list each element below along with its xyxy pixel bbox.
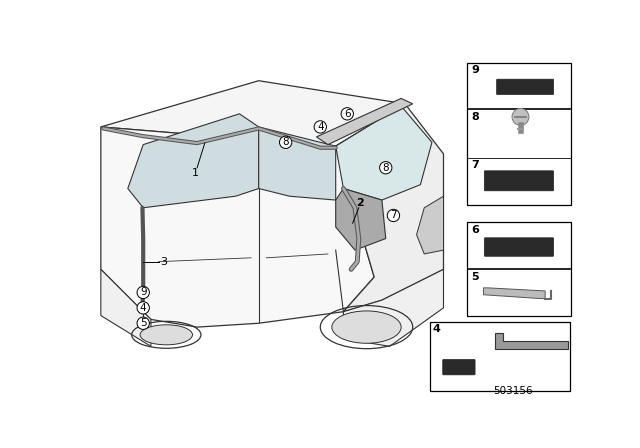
Text: 1: 1 bbox=[192, 168, 199, 178]
Polygon shape bbox=[495, 333, 568, 349]
Polygon shape bbox=[128, 114, 259, 208]
Circle shape bbox=[387, 209, 399, 222]
Polygon shape bbox=[101, 269, 151, 346]
Polygon shape bbox=[417, 196, 444, 254]
FancyBboxPatch shape bbox=[467, 222, 572, 315]
Circle shape bbox=[341, 108, 353, 120]
FancyBboxPatch shape bbox=[497, 79, 554, 95]
Text: 7: 7 bbox=[471, 160, 479, 170]
Circle shape bbox=[512, 108, 529, 125]
Text: 7: 7 bbox=[390, 211, 397, 220]
Text: 4: 4 bbox=[433, 324, 440, 334]
Ellipse shape bbox=[332, 311, 401, 343]
Text: 5: 5 bbox=[471, 271, 479, 282]
FancyBboxPatch shape bbox=[443, 359, 475, 375]
Text: 5: 5 bbox=[140, 318, 147, 328]
Text: 9: 9 bbox=[471, 65, 479, 75]
Polygon shape bbox=[259, 127, 336, 200]
Text: 2: 2 bbox=[356, 198, 364, 208]
Polygon shape bbox=[101, 81, 405, 146]
Polygon shape bbox=[336, 104, 444, 312]
FancyBboxPatch shape bbox=[429, 322, 570, 391]
Text: 8: 8 bbox=[471, 112, 479, 121]
Polygon shape bbox=[101, 127, 374, 327]
Text: 8: 8 bbox=[282, 137, 289, 147]
Text: 4: 4 bbox=[317, 122, 324, 132]
Circle shape bbox=[380, 162, 392, 174]
Circle shape bbox=[280, 136, 292, 148]
Text: 3: 3 bbox=[161, 257, 168, 267]
Circle shape bbox=[314, 121, 326, 133]
Circle shape bbox=[137, 302, 149, 314]
Text: 9: 9 bbox=[140, 288, 147, 297]
Text: 503156: 503156 bbox=[493, 386, 532, 396]
FancyBboxPatch shape bbox=[484, 171, 554, 191]
Polygon shape bbox=[344, 269, 444, 346]
Text: 4: 4 bbox=[140, 303, 147, 313]
Circle shape bbox=[137, 317, 149, 329]
Text: 6: 6 bbox=[471, 225, 479, 236]
FancyBboxPatch shape bbox=[467, 63, 572, 205]
Text: 6: 6 bbox=[344, 109, 351, 119]
FancyBboxPatch shape bbox=[484, 238, 554, 256]
Ellipse shape bbox=[140, 325, 193, 345]
Polygon shape bbox=[316, 99, 413, 145]
Text: 8: 8 bbox=[383, 163, 389, 173]
Polygon shape bbox=[484, 288, 545, 299]
Circle shape bbox=[137, 286, 149, 299]
Polygon shape bbox=[336, 106, 432, 200]
Polygon shape bbox=[336, 189, 386, 250]
